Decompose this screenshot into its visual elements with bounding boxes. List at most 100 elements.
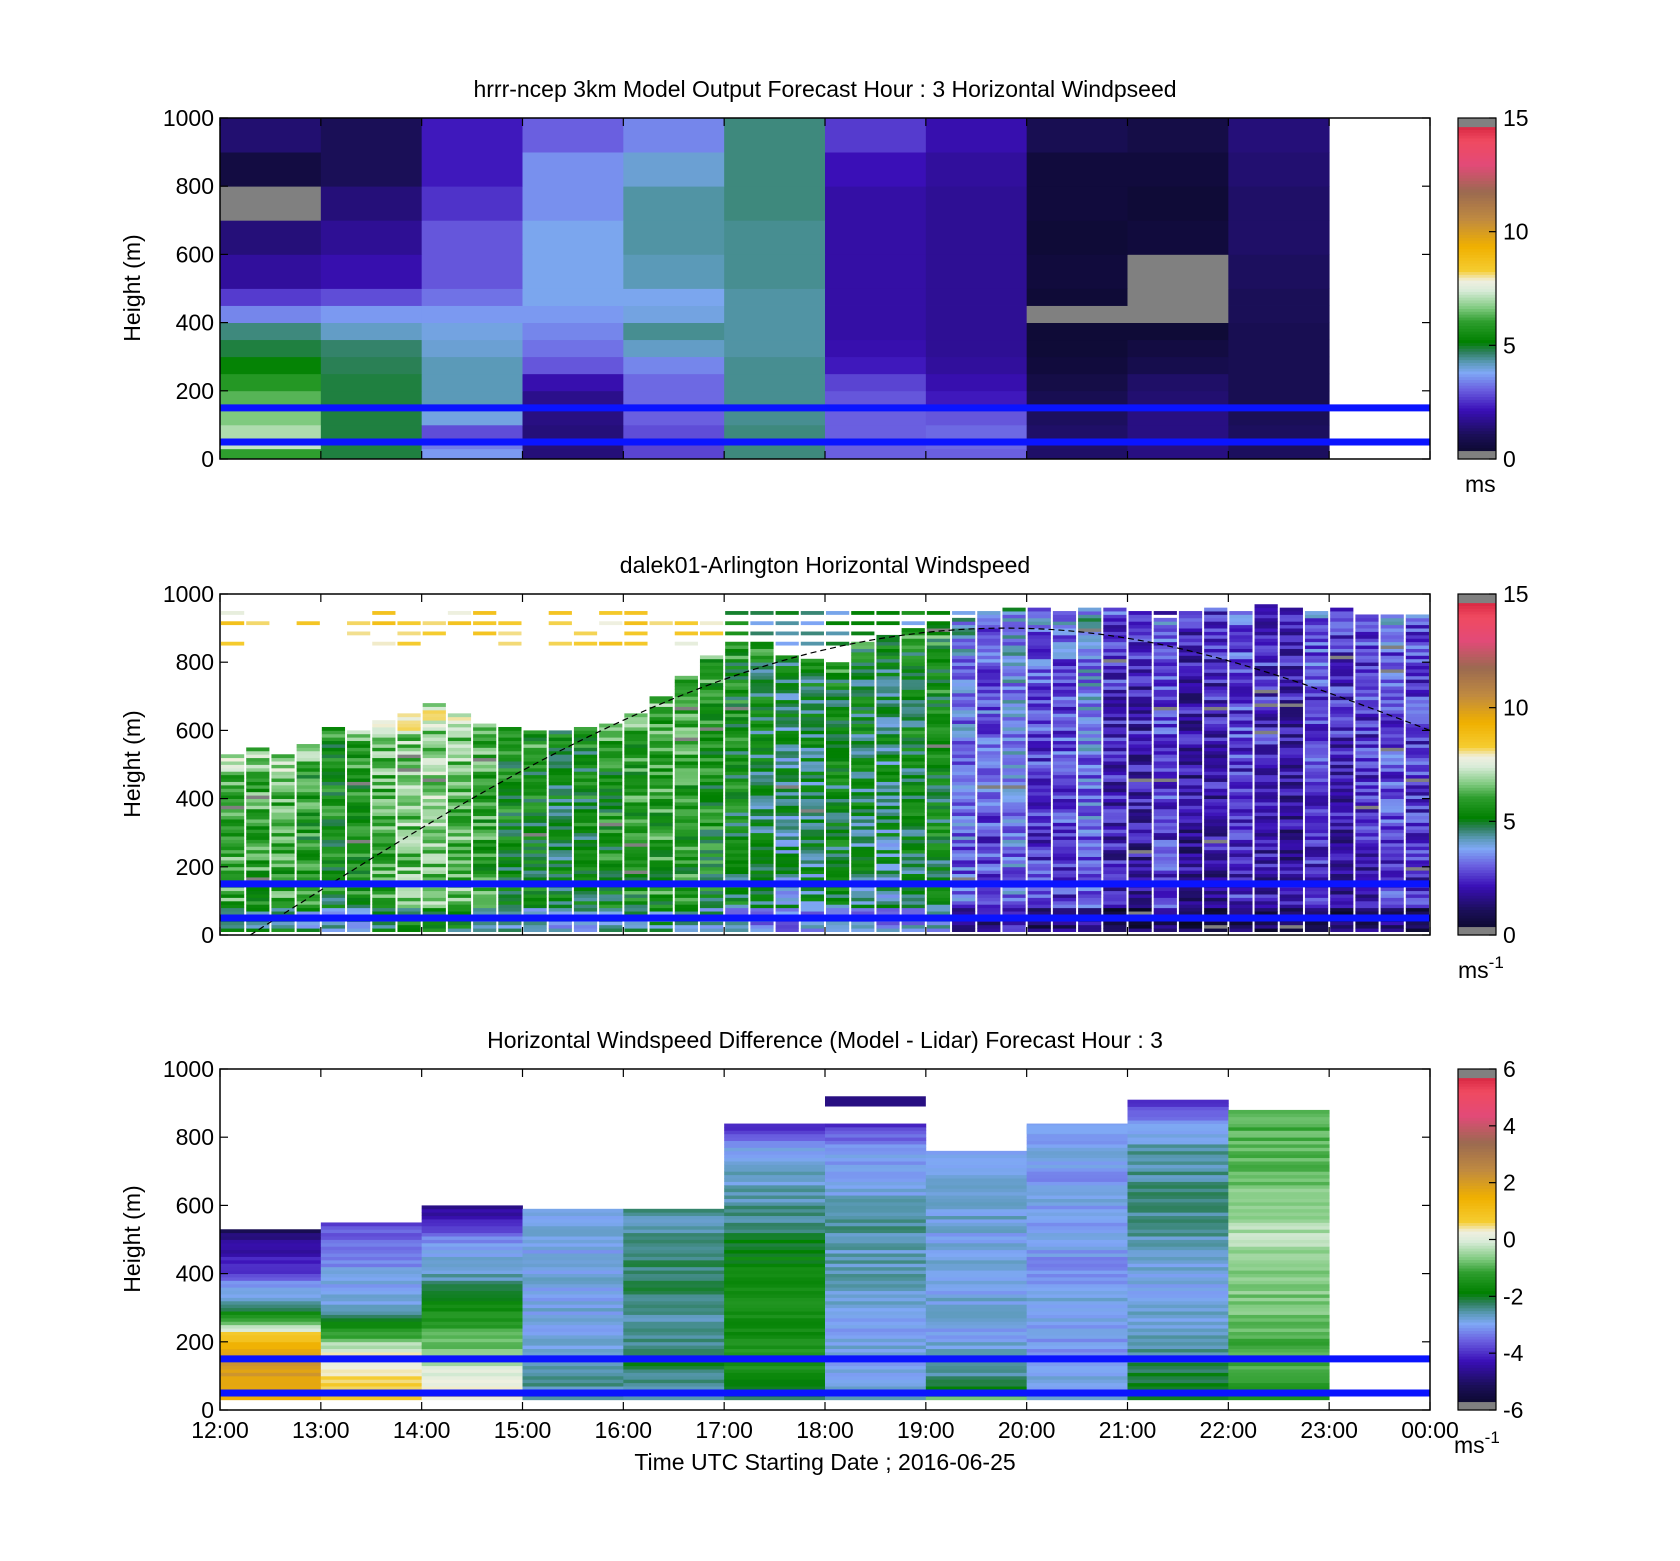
colorbar-swatch — [1458, 169, 1496, 173]
lidar-cell — [473, 819, 497, 823]
lidar-cell — [321, 747, 346, 752]
lidar-cell — [901, 839, 925, 844]
lidar-cell — [952, 655, 976, 660]
lidar-cell — [1405, 716, 1429, 721]
lidar-cell — [926, 631, 951, 636]
lidar-cell — [422, 720, 446, 724]
lidar-cell — [699, 761, 724, 765]
difference-cell — [1026, 1229, 1128, 1234]
difference-cell — [724, 1161, 826, 1165]
lidar-cell — [321, 928, 346, 932]
lidar-cell — [296, 750, 320, 755]
lidar-cell — [599, 829, 623, 834]
lidar-cell — [1279, 829, 1303, 834]
colorbar-swatch — [1458, 146, 1496, 150]
lidar-cell — [699, 859, 724, 864]
lidar-cell — [1002, 716, 1026, 721]
panel-lidar-cells — [221, 604, 1429, 932]
lidar-cell — [1002, 624, 1026, 629]
lidar-cell — [1204, 638, 1228, 643]
lidar-cell — [1078, 832, 1102, 837]
lidar-cell — [347, 750, 371, 755]
colorbar-swatch — [1458, 271, 1496, 275]
lidar-cell — [1078, 634, 1102, 639]
lidar-cell — [1405, 771, 1429, 776]
difference-cell — [1026, 1290, 1128, 1295]
lidar-cell — [699, 839, 724, 844]
lidar-cell — [1052, 849, 1077, 854]
lidar-cell — [1153, 924, 1177, 929]
difference-cell — [320, 1328, 423, 1332]
difference-cell — [623, 1334, 725, 1339]
lidar-cell — [1355, 774, 1379, 779]
difference-cell — [925, 1256, 1028, 1261]
lidar-cell — [1380, 849, 1404, 854]
lidar-cell — [876, 921, 900, 926]
difference-cell — [623, 1314, 725, 1319]
lidar-cell — [800, 669, 824, 673]
lidar-cell — [296, 805, 320, 810]
lidar-cell — [977, 873, 1001, 878]
lidar-cell — [473, 870, 497, 875]
difference-cell — [220, 1352, 322, 1356]
model-cell — [421, 220, 523, 255]
difference-cell — [724, 1181, 826, 1186]
lidar-cell — [1103, 924, 1127, 929]
difference-cell — [1026, 1372, 1128, 1377]
lidar-cell — [800, 703, 824, 707]
lidar-cell — [876, 764, 900, 769]
difference-cell — [320, 1369, 423, 1373]
lidar-aloft-cell — [624, 641, 648, 646]
lidar-cell — [750, 870, 774, 875]
lidar-cell — [321, 873, 346, 878]
lidar-cell — [876, 699, 900, 704]
colorbar-swatch — [1458, 314, 1496, 318]
lidar-cell — [1128, 621, 1152, 626]
lidar-cell — [422, 737, 446, 742]
lidar-cell — [1178, 842, 1203, 847]
lidar-cell — [926, 808, 951, 813]
lidar-cell — [952, 846, 976, 851]
lidar-cell — [372, 877, 396, 881]
model-cell — [724, 305, 826, 323]
lidar-cell — [523, 839, 547, 844]
lidar-cell — [1279, 651, 1303, 656]
lidar-cell — [397, 778, 421, 782]
lidar-cell — [1405, 842, 1429, 847]
lidar-cell — [473, 836, 497, 840]
lidar-cell — [1002, 907, 1026, 912]
lidar-cell — [321, 819, 346, 823]
lidar-cell — [699, 904, 724, 909]
lidar-cell — [952, 624, 976, 629]
lidar-cell — [1052, 750, 1077, 755]
lidar-cell — [221, 836, 245, 840]
lidar-cell — [1254, 662, 1278, 667]
lidar-cell — [246, 791, 270, 796]
model-cell — [220, 448, 322, 459]
model-cell — [825, 152, 927, 187]
lidar-cell — [347, 897, 371, 902]
lidar-cell — [1103, 638, 1127, 643]
lidar-cell — [826, 815, 850, 820]
lidar-cell — [977, 611, 1001, 615]
lidar-cell — [1355, 907, 1379, 912]
model-cell — [320, 152, 423, 187]
lidar-cell — [624, 894, 648, 898]
lidar-cell — [1078, 720, 1102, 724]
lidar-cell — [1279, 675, 1303, 680]
lidar-cell — [321, 897, 346, 902]
difference-cell — [421, 1270, 523, 1274]
model-cell — [421, 448, 523, 459]
lidar-cell — [851, 692, 875, 697]
lidar-cell — [1204, 645, 1228, 649]
lidar-cell — [271, 788, 295, 793]
lidar-cell — [1002, 829, 1026, 834]
lidar-aloft-cell — [372, 621, 396, 626]
lidar-cell — [599, 761, 623, 765]
lidar-cell — [952, 662, 976, 667]
lidar-cell — [246, 764, 270, 769]
lidar-cell — [1405, 699, 1429, 704]
lidar-aloft-cell — [851, 621, 875, 626]
lidar-cell — [775, 730, 799, 735]
